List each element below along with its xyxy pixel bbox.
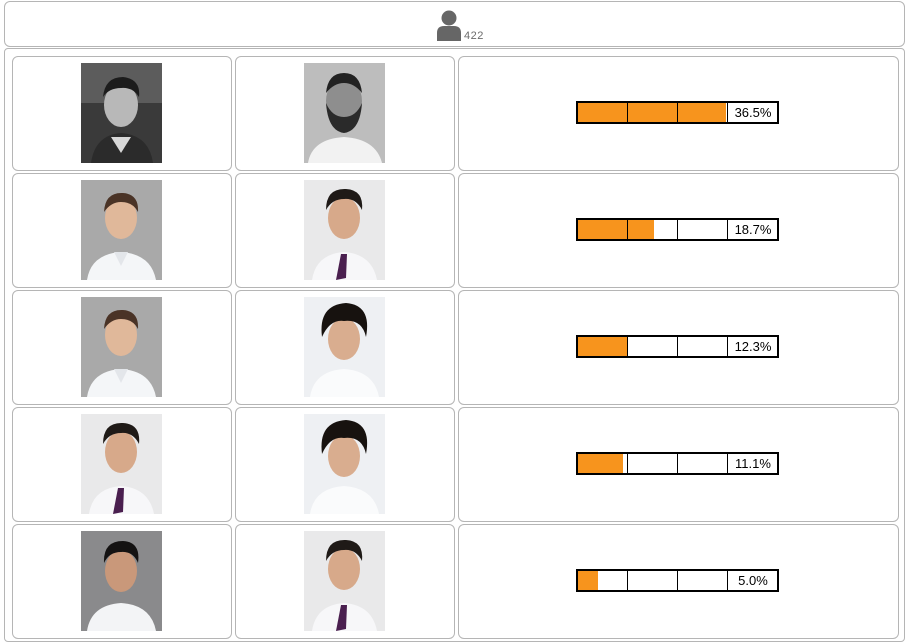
result-cell: 36.5% bbox=[458, 56, 899, 171]
right-photo-cell[interactable] bbox=[235, 56, 455, 171]
voter-count: 422 bbox=[464, 30, 484, 42]
man-purple-tie-photo bbox=[304, 180, 385, 280]
right-photo-cell[interactable] bbox=[235, 407, 455, 522]
man-wavy-hair-photo bbox=[304, 414, 385, 514]
bw-man-jacket-photo bbox=[81, 63, 162, 163]
man-purple-tie-photo bbox=[81, 414, 162, 514]
man-purple-tie-photo bbox=[304, 531, 385, 631]
percentage-bar: 12.3% bbox=[576, 335, 779, 358]
percentage-label: 36.5% bbox=[729, 103, 777, 122]
result-cell: 11.1% bbox=[458, 407, 899, 522]
percentage-bar: 11.1% bbox=[576, 452, 779, 475]
result-cell: 5.0% bbox=[458, 524, 899, 639]
percentage-label: 11.1% bbox=[729, 454, 777, 473]
percentage-label: 12.3% bbox=[729, 337, 777, 356]
man-wavy-hair-photo bbox=[304, 297, 385, 397]
man-white-shirt-photo bbox=[81, 180, 162, 280]
bw-bearded-man-photo bbox=[304, 63, 385, 163]
percentage-bar-fill bbox=[578, 571, 598, 590]
percentage-bar: 5.0% bbox=[576, 569, 779, 592]
left-photo-cell[interactable] bbox=[12, 290, 232, 405]
percentage-bar-fill bbox=[578, 337, 628, 356]
left-photo-cell[interactable] bbox=[12, 524, 232, 639]
left-photo-cell[interactable] bbox=[12, 56, 232, 171]
voters-header: 422 bbox=[4, 1, 905, 47]
man-grey-background-photo bbox=[81, 531, 162, 631]
user-icon bbox=[437, 10, 461, 41]
percentage-bar-fill bbox=[578, 454, 623, 473]
man-white-shirt-photo bbox=[81, 297, 162, 397]
percentage-label: 18.7% bbox=[729, 220, 777, 239]
right-photo-cell[interactable] bbox=[235, 524, 455, 639]
right-photo-cell[interactable] bbox=[235, 290, 455, 405]
right-photo-cell[interactable] bbox=[235, 173, 455, 288]
comparison-grid: 36.5% bbox=[4, 48, 905, 642]
percentage-label: 5.0% bbox=[729, 571, 777, 590]
left-photo-cell[interactable] bbox=[12, 173, 232, 288]
percentage-bar: 36.5% bbox=[576, 101, 779, 124]
result-cell: 12.3% bbox=[458, 290, 899, 405]
percentage-bar-fill bbox=[578, 220, 654, 239]
left-photo-cell[interactable] bbox=[12, 407, 232, 522]
percentage-bar: 18.7% bbox=[576, 218, 779, 241]
result-cell: 18.7% bbox=[458, 173, 899, 288]
percentage-bar-fill bbox=[578, 103, 726, 122]
